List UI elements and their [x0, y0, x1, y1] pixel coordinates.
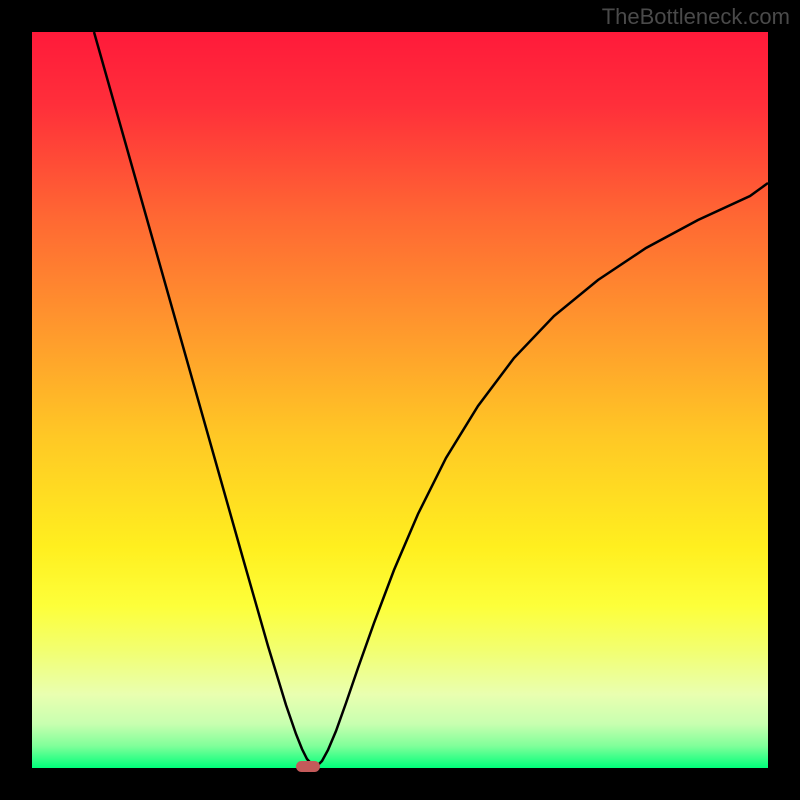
chart-svg [0, 0, 800, 800]
optimum-marker [296, 761, 320, 772]
plot-background-gradient [32, 32, 768, 768]
watermark-text: TheBottleneck.com [602, 4, 790, 30]
bottleneck-chart: TheBottleneck.com [0, 0, 800, 800]
